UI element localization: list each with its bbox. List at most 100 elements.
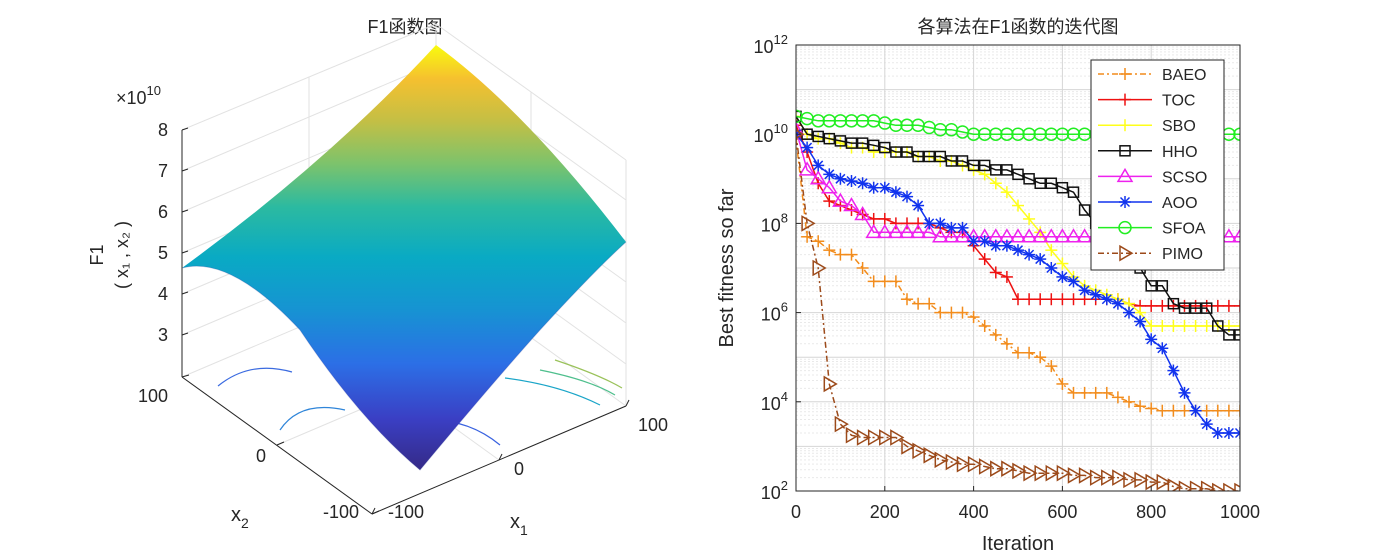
z-tick-label: 8 xyxy=(158,120,168,140)
data-point xyxy=(1023,248,1036,261)
data-point xyxy=(1200,299,1213,312)
data-point xyxy=(933,122,948,137)
y-tick-label: -100 xyxy=(323,502,359,522)
data-point xyxy=(1145,333,1158,346)
data-point xyxy=(1234,299,1240,312)
legend-entry: PIMO xyxy=(1098,244,1203,263)
data-point xyxy=(1200,319,1213,332)
y-tick-label: 108 xyxy=(761,210,788,235)
data-point xyxy=(901,293,913,306)
data-point xyxy=(1001,164,1013,176)
data-point xyxy=(923,150,935,163)
data-point xyxy=(1000,337,1013,350)
data-point xyxy=(989,239,1002,252)
data-point xyxy=(856,137,869,149)
data-point xyxy=(1112,469,1127,486)
data-point xyxy=(1056,293,1069,306)
data-point xyxy=(1167,478,1182,491)
data-point xyxy=(900,118,914,133)
data-point xyxy=(845,248,858,261)
data-point xyxy=(1023,346,1036,359)
legend-label: TOC xyxy=(1162,93,1195,110)
legend-entry: SCSO xyxy=(1098,167,1207,186)
data-point xyxy=(1042,228,1060,243)
data-point xyxy=(823,375,838,393)
data-point xyxy=(1055,127,1070,141)
data-point xyxy=(796,129,805,140)
data-point xyxy=(865,223,883,239)
data-point xyxy=(898,223,916,239)
data-point xyxy=(855,114,870,128)
z-axis-label: F1 xyxy=(87,244,107,265)
z-axis-label-args: ( x₁ , x₂ ) xyxy=(112,221,132,289)
data-point xyxy=(876,223,894,239)
line-chart: 各算法在F1函数的迭代图 0 200 400 600 800 1000 102 104 106 1… xyxy=(716,17,1260,555)
x-tick-label: 0 xyxy=(514,459,524,479)
data-point xyxy=(1078,386,1091,399)
data-point xyxy=(934,306,947,319)
data-point xyxy=(954,228,971,243)
series-line-hho xyxy=(796,116,1240,336)
data-point xyxy=(845,426,860,444)
data-point xyxy=(1167,364,1180,377)
data-point xyxy=(878,212,891,225)
x-tick-label: 400 xyxy=(959,502,989,522)
data-point xyxy=(823,168,836,181)
data-point xyxy=(809,170,827,185)
data-point xyxy=(890,429,905,446)
data-point xyxy=(822,114,837,128)
data-point xyxy=(945,155,958,167)
data-point xyxy=(1111,297,1124,310)
data-point xyxy=(1212,482,1227,491)
data-point xyxy=(1220,228,1238,243)
data-point xyxy=(1167,297,1180,310)
data-point xyxy=(867,275,880,288)
data-point xyxy=(967,455,983,473)
data-point xyxy=(879,141,891,154)
data-point xyxy=(1178,404,1191,417)
legend-label: HHO xyxy=(1162,144,1198,161)
data-point xyxy=(1233,127,1240,141)
data-point xyxy=(1200,480,1216,491)
data-point xyxy=(812,259,827,277)
data-point xyxy=(945,306,958,319)
data-point xyxy=(856,262,869,274)
data-point xyxy=(1067,186,1080,198)
data-point xyxy=(1078,204,1091,216)
data-point xyxy=(1100,293,1113,306)
series-layer xyxy=(796,109,1240,491)
data-point xyxy=(1033,127,1047,141)
data-point xyxy=(1234,329,1240,341)
data-point xyxy=(967,311,980,324)
data-point xyxy=(978,235,991,248)
data-point xyxy=(856,177,869,190)
x-axis-label: Iteration xyxy=(982,533,1054,555)
data-point xyxy=(1200,418,1213,431)
x-tick-label: 1000 xyxy=(1220,502,1260,522)
y-axis-label: Best fitness so far xyxy=(716,188,738,347)
legend-label: AOO xyxy=(1162,195,1198,212)
data-point xyxy=(1023,293,1036,306)
data-point xyxy=(834,137,847,150)
data-point xyxy=(834,415,849,433)
data-point xyxy=(1100,386,1113,399)
data-point xyxy=(967,235,980,248)
data-point xyxy=(1156,299,1169,312)
data-point xyxy=(989,127,1003,141)
data-point xyxy=(1211,299,1224,312)
data-point xyxy=(945,221,958,234)
data-point xyxy=(1178,319,1191,332)
data-point xyxy=(956,306,969,319)
z-ticks xyxy=(181,127,189,336)
data-point xyxy=(1222,427,1235,440)
data-point xyxy=(1123,306,1135,319)
data-point xyxy=(1189,299,1202,312)
data-point xyxy=(796,121,805,136)
data-point xyxy=(1067,275,1080,288)
data-point xyxy=(931,228,949,243)
data-point xyxy=(1056,377,1069,390)
y-tick-label: 104 xyxy=(761,389,788,414)
data-point xyxy=(798,161,816,176)
data-point xyxy=(1066,127,1081,141)
